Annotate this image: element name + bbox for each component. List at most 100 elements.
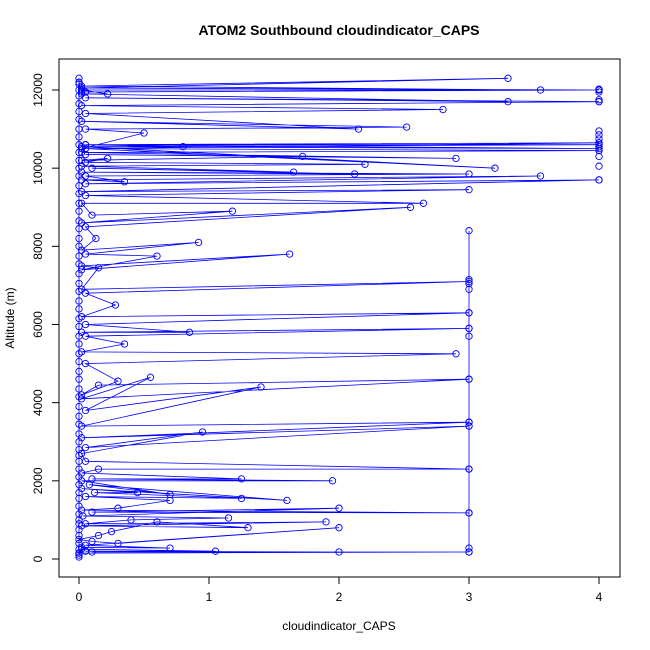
- data-point: [504, 98, 512, 106]
- data-point: [491, 164, 499, 172]
- data-point: [361, 160, 369, 168]
- data-point: [75, 420, 83, 428]
- data-point: [77, 545, 86, 553]
- data-point: [81, 320, 90, 329]
- data-point: [75, 340, 83, 348]
- data-point: [77, 328, 86, 336]
- data-point: [75, 107, 83, 116]
- data-point: [77, 484, 86, 493]
- data-point: [81, 94, 90, 102]
- data-point: [94, 465, 103, 473]
- data-point: [452, 350, 460, 358]
- data-point: [75, 549, 83, 557]
- data-point: [75, 189, 83, 198]
- data-point: [595, 96, 603, 104]
- data-point: [88, 211, 96, 219]
- data-point: [465, 375, 473, 383]
- data-point: [465, 544, 473, 552]
- data-point: [81, 144, 90, 153]
- data-point: [75, 141, 83, 149]
- data-point: [465, 548, 473, 556]
- data-point: [595, 127, 603, 135]
- data-point: [75, 332, 83, 340]
- data-point: [75, 125, 83, 133]
- data-point: [75, 553, 83, 561]
- data-point: [103, 90, 112, 98]
- data-point: [75, 531, 83, 540]
- data-point: [75, 156, 83, 165]
- data-point: [114, 377, 122, 385]
- x-tick-label: 1: [206, 590, 213, 604]
- data-point: [77, 266, 86, 274]
- data-point: [335, 548, 343, 556]
- data-point: [120, 340, 129, 348]
- data-point: [75, 375, 83, 383]
- data-point: [75, 494, 83, 503]
- data-point: [465, 275, 473, 284]
- chart-title: ATOM2 Southbound cloudindicator_CAPS: [198, 22, 479, 38]
- data-point: [75, 80, 83, 88]
- data-point: [465, 277, 473, 286]
- data-point: [114, 539, 122, 548]
- data-point: [75, 86, 83, 94]
- data-point: [77, 469, 86, 477]
- data-point: [536, 172, 545, 180]
- data-point: [285, 250, 294, 258]
- data-point: [439, 105, 447, 114]
- data-point: [465, 332, 473, 340]
- data-point: [237, 494, 246, 503]
- data-point: [81, 88, 90, 96]
- data-point: [75, 133, 83, 141]
- data-point: [81, 443, 90, 452]
- data-point: [166, 496, 174, 505]
- data-point: [90, 488, 99, 497]
- data-point: [465, 285, 473, 293]
- data-point: [153, 252, 161, 260]
- data-point: [283, 496, 291, 505]
- data-point: [75, 502, 83, 510]
- data-point: [75, 535, 83, 544]
- data-point: [406, 203, 415, 211]
- data-point: [595, 135, 603, 143]
- y-tick-label: 2000: [31, 467, 45, 494]
- y-tick-label: 8000: [31, 233, 45, 260]
- y-tick-label: 0: [31, 555, 45, 562]
- data-point: [81, 191, 90, 200]
- data-point: [75, 305, 83, 313]
- data-point: [75, 510, 83, 518]
- y-tick-label: 6000: [31, 311, 45, 338]
- data-point: [77, 86, 86, 94]
- data-point: [107, 527, 116, 536]
- data-point: [75, 393, 83, 401]
- data-point: [75, 402, 83, 411]
- data-point: [75, 199, 83, 207]
- data-point: [595, 141, 603, 149]
- data-point: [81, 150, 90, 159]
- x-axis-label: cloudindicator_CAPS: [282, 619, 395, 633]
- data-point: [75, 252, 83, 260]
- data-point: [77, 168, 86, 176]
- data-point: [81, 541, 90, 549]
- data-point: [75, 357, 83, 366]
- data-point: [75, 164, 83, 172]
- data-point: [75, 526, 83, 534]
- data-point: [75, 182, 83, 190]
- data-point: [75, 115, 83, 123]
- data-point: [127, 516, 135, 524]
- data-point: [77, 144, 86, 153]
- data-point: [92, 234, 100, 243]
- data-point: [465, 465, 473, 473]
- data-point: [81, 359, 90, 368]
- data-point: [81, 109, 90, 118]
- data-point: [595, 144, 603, 153]
- x-tick-label: 2: [336, 590, 343, 604]
- data-point: [350, 170, 359, 178]
- y-axis: 0 2000 4000 6000 8000 10000 12000: [31, 73, 60, 562]
- data-point: [85, 481, 94, 489]
- data-point: [595, 88, 603, 96]
- y-axis-label: Altitude (m): [3, 287, 17, 348]
- data-point: [465, 324, 473, 333]
- data-point: [81, 406, 90, 415]
- data-point: [75, 465, 83, 473]
- data-point: [402, 123, 411, 131]
